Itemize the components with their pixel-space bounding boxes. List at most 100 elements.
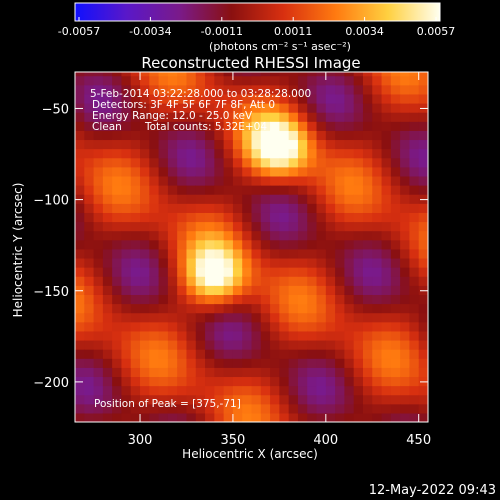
heatmap-cell [177,139,188,150]
heatmap-cell [75,321,85,332]
heatmap-cell [362,212,373,223]
heatmap-cell [270,321,280,332]
heatmap-cell [75,157,85,168]
heatmap-cell [372,194,383,204]
heatmap-cell [195,84,206,95]
heatmap-cell [232,93,243,104]
heatmap-cell [288,139,299,150]
heatmap-cell [112,349,123,359]
heatmap-cell [307,239,318,250]
heatmap-cell [362,257,373,268]
heatmap-cell [130,175,141,186]
heatmap-cell [75,84,85,95]
heatmap-cell [409,367,420,378]
heatmap-cell [353,194,364,204]
heatmap-cell [270,221,280,232]
heatmap-cell [260,276,271,286]
heatmap-cell [418,285,428,295]
heatmap-cell [223,84,234,95]
heatmap-cell [381,112,392,122]
heatmap-cell [270,339,280,350]
heatmap-cell [344,257,355,268]
heatmap-cell [242,294,253,305]
heatmap-cell [353,185,364,195]
heatmap-cell [372,212,383,223]
heatmap-cell [307,257,318,268]
heatmap-cell [84,130,95,141]
heatmap-cell [121,376,132,387]
heatmap-cell [353,239,364,250]
heatmap-cell [288,376,299,387]
heatmap-cell [409,221,420,232]
heatmap-cell [84,203,95,213]
heatmap-cell [130,358,141,368]
heatmap-cell [158,148,169,159]
heatmap-cell [362,194,373,204]
heatmap-cell [75,285,85,295]
heatmap-cell [121,330,132,341]
colorbar-tick-label: -0.0011 [201,25,243,38]
heatmap-cell [316,303,327,314]
heatmap-cell [372,412,383,422]
heatmap-cell [390,212,401,223]
heatmap-cell [353,175,364,186]
heatmap-cell [270,75,280,86]
heatmap-cell [260,148,271,159]
heatmap-cell [223,75,234,86]
heatmap-cell [84,285,95,295]
heatmap-cell [307,221,318,232]
heatmap-cell [297,385,308,396]
heatmap-cell [75,212,85,223]
heatmap-cell [158,72,169,77]
heatmap-cell [232,294,243,305]
heatmap-cell [140,112,150,122]
heatmap-cell [84,349,95,359]
heatmap-cell [195,276,206,286]
heatmap-cell [325,121,336,131]
heatmap-cell [121,121,132,131]
heatmap-cell [84,112,95,122]
heatmap-cell [84,230,95,241]
heatmap-cell [186,257,197,268]
heatmap-cell [409,321,420,332]
heatmap-cell [102,257,113,268]
heatmap-cell [409,148,420,159]
heatmap-cell [335,221,345,232]
heatmap-cell [93,403,104,414]
heatmap-cell [344,330,355,341]
heatmap-cell [325,403,336,414]
heatmap-cell [223,212,234,223]
heatmap-cell [186,121,197,131]
heatmap-cell [288,112,299,122]
heatmap-cell [400,112,411,122]
heatmap-cell [158,248,169,259]
heatmap-cell [214,257,225,268]
heatmap-cell [325,394,336,405]
heatmap-cell [381,248,392,259]
heatmap-cell [93,276,104,286]
heatmap-cell [418,376,428,387]
heatmap-cell [372,157,383,168]
heatmap-cell [372,330,383,341]
heatmap-cell [195,385,206,396]
heatmap-cell [149,139,160,150]
heatmap-cell [279,376,290,387]
heatmap-cell [177,412,188,422]
heatmap-cell [214,230,225,241]
heatmap-cell [223,72,234,77]
heatmap-cell [140,185,150,195]
heatmap-cell [344,157,355,168]
heatmap-cell [130,385,141,396]
heatmap-cell [362,112,373,122]
heatmap-cell [84,257,95,268]
heatmap-cell [195,212,206,223]
heatmap-cell [390,121,401,131]
heatmap-cell [325,294,336,305]
heatmap-cell [279,121,290,131]
heatmap-cell [167,102,178,113]
heatmap-cell [232,121,243,131]
heatmap-cell [167,230,178,241]
heatmap-cell [140,312,150,323]
heatmap-cell [297,412,308,422]
heatmap-cell [335,303,345,314]
